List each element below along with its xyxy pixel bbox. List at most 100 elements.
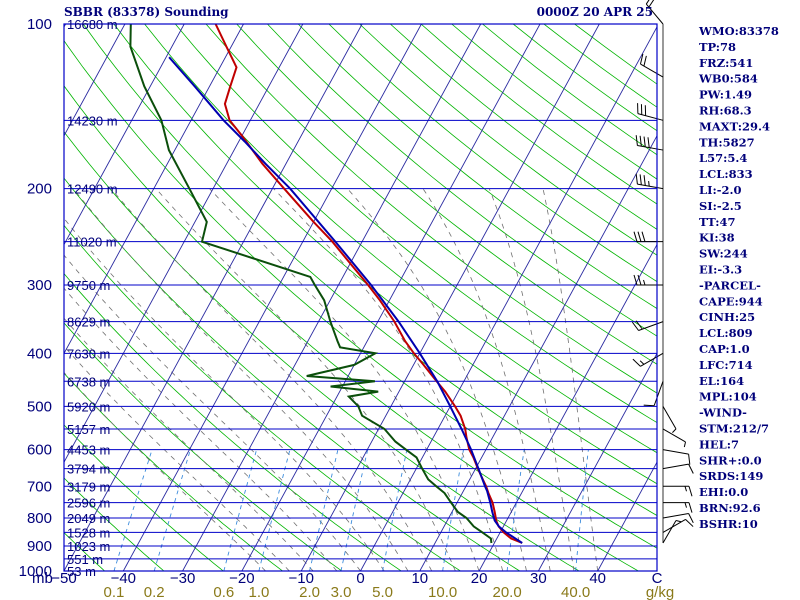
isotherm-line	[300, 24, 600, 571]
pressure-tick-label: 500	[27, 398, 52, 415]
wind-barb-staff	[662, 518, 686, 533]
wind-barb-half-feather	[672, 428, 677, 433]
wind-barb-staff	[640, 63, 664, 78]
mixing-ratio-line	[309, 449, 339, 571]
wind-barb-feather	[635, 173, 638, 185]
wind-barb-feather	[643, 175, 646, 186]
index-value: SI:-2.5	[699, 199, 742, 213]
isotherm-line	[64, 24, 244, 355]
isotherm-line	[538, 352, 657, 571]
isotherm-line	[597, 461, 657, 571]
temperature-tick-label: C	[652, 570, 663, 587]
wind-barb-half-feather	[675, 520, 682, 523]
height-label: 1528 m	[67, 525, 110, 540]
index-value: LFC:714	[699, 358, 753, 372]
isotherm-line	[122, 24, 422, 571]
temperature-tick-label: 0	[356, 570, 364, 587]
index-value: SHR+:0.0	[699, 453, 762, 467]
mixing-ratio-tick-label: 0.1	[104, 584, 125, 600]
height-label: 1023 m	[67, 539, 110, 554]
wind-barb-half-feather	[684, 486, 687, 492]
wind-barb-feather	[639, 174, 642, 185]
temperature-tick-label: 20	[471, 570, 488, 587]
mixing-ratio-line	[442, 449, 464, 571]
height-label: 12490 m	[67, 182, 118, 197]
wind-barb-feather	[688, 454, 691, 465]
height-label: 5157 m	[67, 422, 110, 437]
wind-barb-staff	[638, 321, 664, 331]
index-value: EL:164	[699, 374, 744, 388]
wind-barb-staff	[637, 183, 664, 190]
wind-barb-feather	[635, 135, 638, 146]
wind-barb-staff	[662, 520, 677, 544]
index-value: BSHR:10	[699, 517, 758, 531]
index-value: CAP:1.0	[699, 342, 750, 356]
height-label: 14230 m	[67, 113, 118, 128]
wind-barb-staff	[662, 449, 689, 455]
index-value: TH:5827	[699, 135, 755, 149]
index-value: BRN:92.6	[699, 501, 761, 515]
mixing-ratio-line	[382, 449, 408, 571]
wind-barb-feather	[643, 404, 655, 407]
wind-barb-feather	[688, 513, 694, 524]
wind-barb-half-feather	[639, 360, 645, 365]
wind-barb-feather	[635, 320, 643, 330]
index-value: CINH:25	[699, 310, 755, 324]
wind-barb-staff	[662, 463, 689, 470]
height-label: 3794 m	[67, 462, 110, 477]
isotherm-line	[64, 24, 304, 464]
index-value: SW:244	[699, 247, 748, 261]
series-line-parcel	[168, 56, 523, 544]
wind-barb-feather	[639, 53, 644, 65]
pressure-tick-label: 400	[27, 345, 52, 362]
wind-barb-feather	[645, 0, 650, 5]
wind-barb-staff	[640, 352, 664, 367]
wind-barb-half-feather	[643, 279, 646, 286]
pressure-tick-label: 200	[27, 181, 52, 198]
wind-barb-feather	[633, 274, 638, 286]
chart-title: SBBR (83378) Sounding	[64, 5, 229, 19]
height-label: 5920 m	[67, 399, 110, 414]
wind-barb-feather	[688, 486, 693, 497]
index-value: RH:68.3	[699, 104, 752, 118]
index-value: WB0:584	[698, 72, 758, 86]
index-panel: WMO:83378 TP:78 FRZ:541 WB0:584 PW:1.49 RH:68…	[698, 24, 779, 531]
pressure-tick-label: 100	[27, 16, 52, 33]
temperature-tick-label: −50	[51, 570, 76, 587]
temperature-tick-label: 10	[411, 570, 428, 587]
index-value: HEL:7	[699, 437, 739, 451]
wind-barb-feather	[648, 0, 655, 8]
height-label: 2049 m	[67, 511, 110, 526]
wind-barb-feather	[637, 274, 642, 286]
mixing-ratio-unit-label: g/kg	[646, 584, 674, 600]
mixing-ratio-tick-label: 10.0	[428, 584, 457, 600]
isotherm-line	[419, 134, 657, 571]
height-label: 9750 m	[67, 278, 110, 293]
pressure-tick-label: 600	[27, 442, 52, 459]
wind-barb-staff	[662, 406, 677, 430]
wind-barb-staff	[637, 145, 664, 151]
grid-layer	[64, 24, 657, 571]
wind-barb-feather	[685, 519, 694, 527]
temperature-tick-label: −30	[170, 570, 195, 587]
wind-barb-feather	[633, 231, 638, 242]
pressure-tick-label: 300	[27, 277, 52, 294]
index-value: EI:-3.3	[699, 263, 742, 277]
index-value: KI:38	[699, 231, 735, 245]
height-label: 4453 m	[67, 443, 110, 458]
series-line-dewpoint	[129, 24, 493, 544]
pressure-tick-label: 1000	[19, 563, 52, 580]
isotherm-line	[182, 24, 482, 571]
wind-barb-feather	[688, 502, 693, 513]
height-label: 3179 m	[67, 479, 110, 494]
isotherm-line	[64, 24, 363, 571]
moist-adiabat-line	[64, 217, 385, 571]
temperature-tick-label: 30	[530, 570, 547, 587]
moist-adiabat-line	[64, 287, 338, 571]
wind-barb-feather	[647, 137, 650, 148]
height-label: 8629 m	[67, 315, 110, 330]
pressure-unit-label: mb	[32, 570, 53, 587]
